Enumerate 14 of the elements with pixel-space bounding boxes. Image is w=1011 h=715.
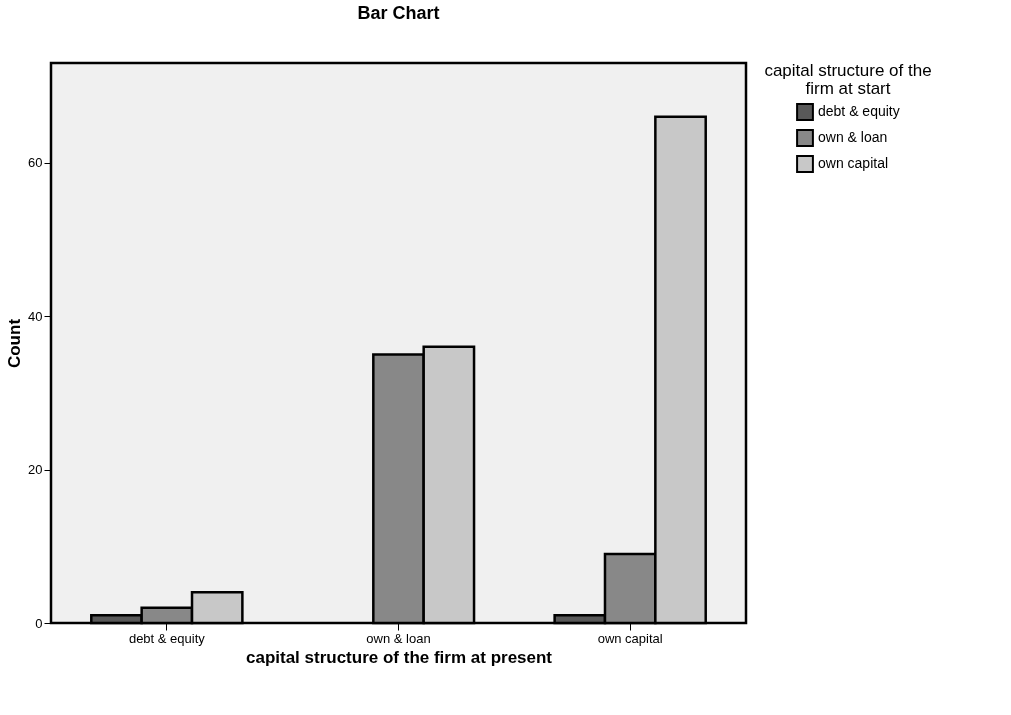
- y-axis-title: Count: [5, 318, 25, 369]
- chart-title: Bar Chart: [357, 3, 440, 23]
- x-tick-label: debt & equity: [128, 630, 206, 646]
- x-tick-label: own capital: [597, 630, 663, 646]
- x-tick-label: own & loan: [366, 630, 431, 646]
- y-tick-label: 40: [28, 308, 43, 324]
- legend-title: capital structure of the firm at start: [764, 61, 932, 98]
- y-tick-label: 20: [28, 462, 43, 478]
- legend-label: own capital: [818, 155, 889, 171]
- y-tick-label: 0: [35, 615, 43, 631]
- y-tick-label: 60: [28, 155, 43, 171]
- legend-label: own & loan: [818, 129, 888, 145]
- x-axis-title: capital structure of the firm at present: [245, 647, 553, 667]
- legend-label: debt & equity: [818, 103, 900, 119]
